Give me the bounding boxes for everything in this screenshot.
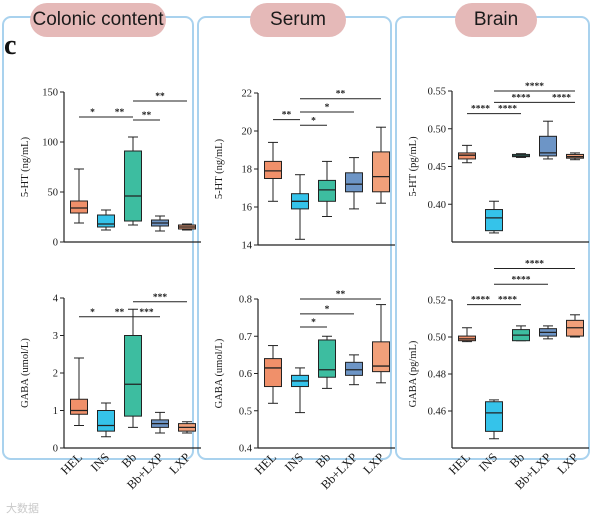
p6-ylabel: GABA (pg/mL) <box>408 340 419 407</box>
p4-box-2 <box>318 339 336 378</box>
p5-ytick-label: 0.40 <box>428 200 446 211</box>
p6-sig-label: **** <box>525 260 544 270</box>
p5-box-1 <box>485 209 503 232</box>
p3-box-0 <box>264 160 282 179</box>
p2-box-0 <box>70 398 88 415</box>
p5-sig-label: **** <box>498 105 517 115</box>
p6-sig-label: **** <box>471 296 490 306</box>
p5-box-0 <box>458 152 476 160</box>
p6-sig-label: **** <box>498 296 517 306</box>
watermark: 大数据 <box>6 503 39 515</box>
p3-sig-label: ** <box>282 111 292 121</box>
p2-sig-label: *** <box>153 293 168 303</box>
p6-xtick-label: HEL <box>446 450 473 477</box>
p3-box-4 <box>372 151 390 193</box>
p4-ytick-label: 0.5 <box>239 406 252 417</box>
p4-sig-label: ** <box>336 290 346 300</box>
p3-ytick-label: 16 <box>242 203 253 214</box>
p1-box-0 <box>70 200 88 214</box>
p4-box-3 <box>345 361 363 376</box>
p4-xtick-label: INS <box>282 450 306 474</box>
p4-xtick-label: LXP <box>361 450 388 477</box>
p1-box-2 <box>124 150 142 222</box>
p5-ytick-label: 0.50 <box>428 124 446 135</box>
p6-ytick-label: 0.48 <box>428 370 446 381</box>
p5-box-3 <box>539 135 557 157</box>
p2-sig-label: ** <box>115 308 125 318</box>
panel-title-serum: Serum <box>250 3 346 37</box>
p5-ytick-label: 0.45 <box>428 162 446 173</box>
p3-ytick-label: 20 <box>242 127 253 138</box>
p2-box-1 <box>97 410 115 432</box>
p4-xtick-label: HEL <box>252 450 279 477</box>
p4-xtick-label: Bb <box>313 450 333 470</box>
p2-xtick-label: HEL <box>58 450 85 477</box>
p1-ytick-label: 50 <box>48 188 59 199</box>
p2-ytick-label: 0 <box>53 444 58 455</box>
p3-ytick-label: 22 <box>242 89 253 100</box>
panel-letter: c <box>4 30 17 61</box>
p3-box-2 <box>318 179 336 202</box>
p1-sig-label: * <box>90 108 95 118</box>
p2-ylabel: GABA (umol/L) <box>20 338 31 408</box>
p4-box-4 <box>372 341 390 373</box>
p2-box-2 <box>124 335 142 417</box>
p3-box-3 <box>345 172 363 193</box>
p1-ylabel: 5-HT (ng/mL) <box>20 136 31 197</box>
p4-box-0 <box>264 358 282 388</box>
p1-ytick-label: 100 <box>42 138 58 149</box>
p6-ytick-label: 0.50 <box>428 333 446 344</box>
p5-sig-label: **** <box>471 105 490 115</box>
panel-title-brain: Brain <box>455 3 537 37</box>
p4-ytick-label: 0.8 <box>239 295 252 306</box>
p5-sig-label: **** <box>552 93 571 103</box>
p2-xtick-label: INS <box>88 450 112 474</box>
p3-ytick-label: 18 <box>242 165 253 176</box>
p2-xtick-label: LXP <box>167 450 194 477</box>
p3-ylabel: 5-HT (ng/mL) <box>214 138 225 199</box>
p3-sig-label: * <box>311 116 316 126</box>
p2-ytick-label: 4 <box>53 294 59 305</box>
p1-sig-label: ** <box>115 108 125 118</box>
p6-xtick-label: Bb <box>507 450 527 470</box>
p4-ytick-label: 0.4 <box>239 444 253 455</box>
p2-sig-label: *** <box>139 308 154 318</box>
p5-ylabel: 5-HT (pg/mL) <box>408 136 419 197</box>
p2-ytick-label: 2 <box>53 369 58 380</box>
p6-xtick-label: LXP <box>555 450 582 477</box>
p5-ytick-label: 0.55 <box>428 87 446 98</box>
p5-sig-label: **** <box>512 93 531 103</box>
p6-ytick-label: 0.52 <box>428 296 446 307</box>
p4-ytick-label: 0.7 <box>239 332 252 343</box>
p4-sig-label: * <box>325 305 330 315</box>
p1-sig-label: ** <box>142 111 152 121</box>
p5-sig-label: **** <box>525 82 544 92</box>
p2-xtick-label: Bb <box>119 450 139 470</box>
p3-sig-label: * <box>325 103 330 113</box>
p6-xtick-label: INS <box>476 450 500 474</box>
p6-box-1 <box>485 401 503 432</box>
p3-ytick-label: 14 <box>242 241 253 252</box>
p2-sig-label: * <box>90 308 95 318</box>
p3-sig-label: ** <box>336 90 346 100</box>
p4-ylabel: GABA (umol/L) <box>214 338 225 408</box>
p2-ytick-label: 3 <box>53 331 58 342</box>
panel-title-colonic: Colonic content <box>30 3 166 37</box>
p6-ytick-label: 0.46 <box>428 407 446 418</box>
p1-ytick-label: 150 <box>42 88 58 99</box>
p4-sig-label: * <box>311 318 316 328</box>
p1-sig-label: ** <box>155 92 165 102</box>
p6-sig-label: **** <box>512 275 531 285</box>
p1-box-1 <box>97 214 115 228</box>
p4-ytick-label: 0.6 <box>239 369 252 380</box>
p2-ytick-label: 1 <box>53 406 58 417</box>
p1-ytick-label: 0 <box>53 238 58 249</box>
